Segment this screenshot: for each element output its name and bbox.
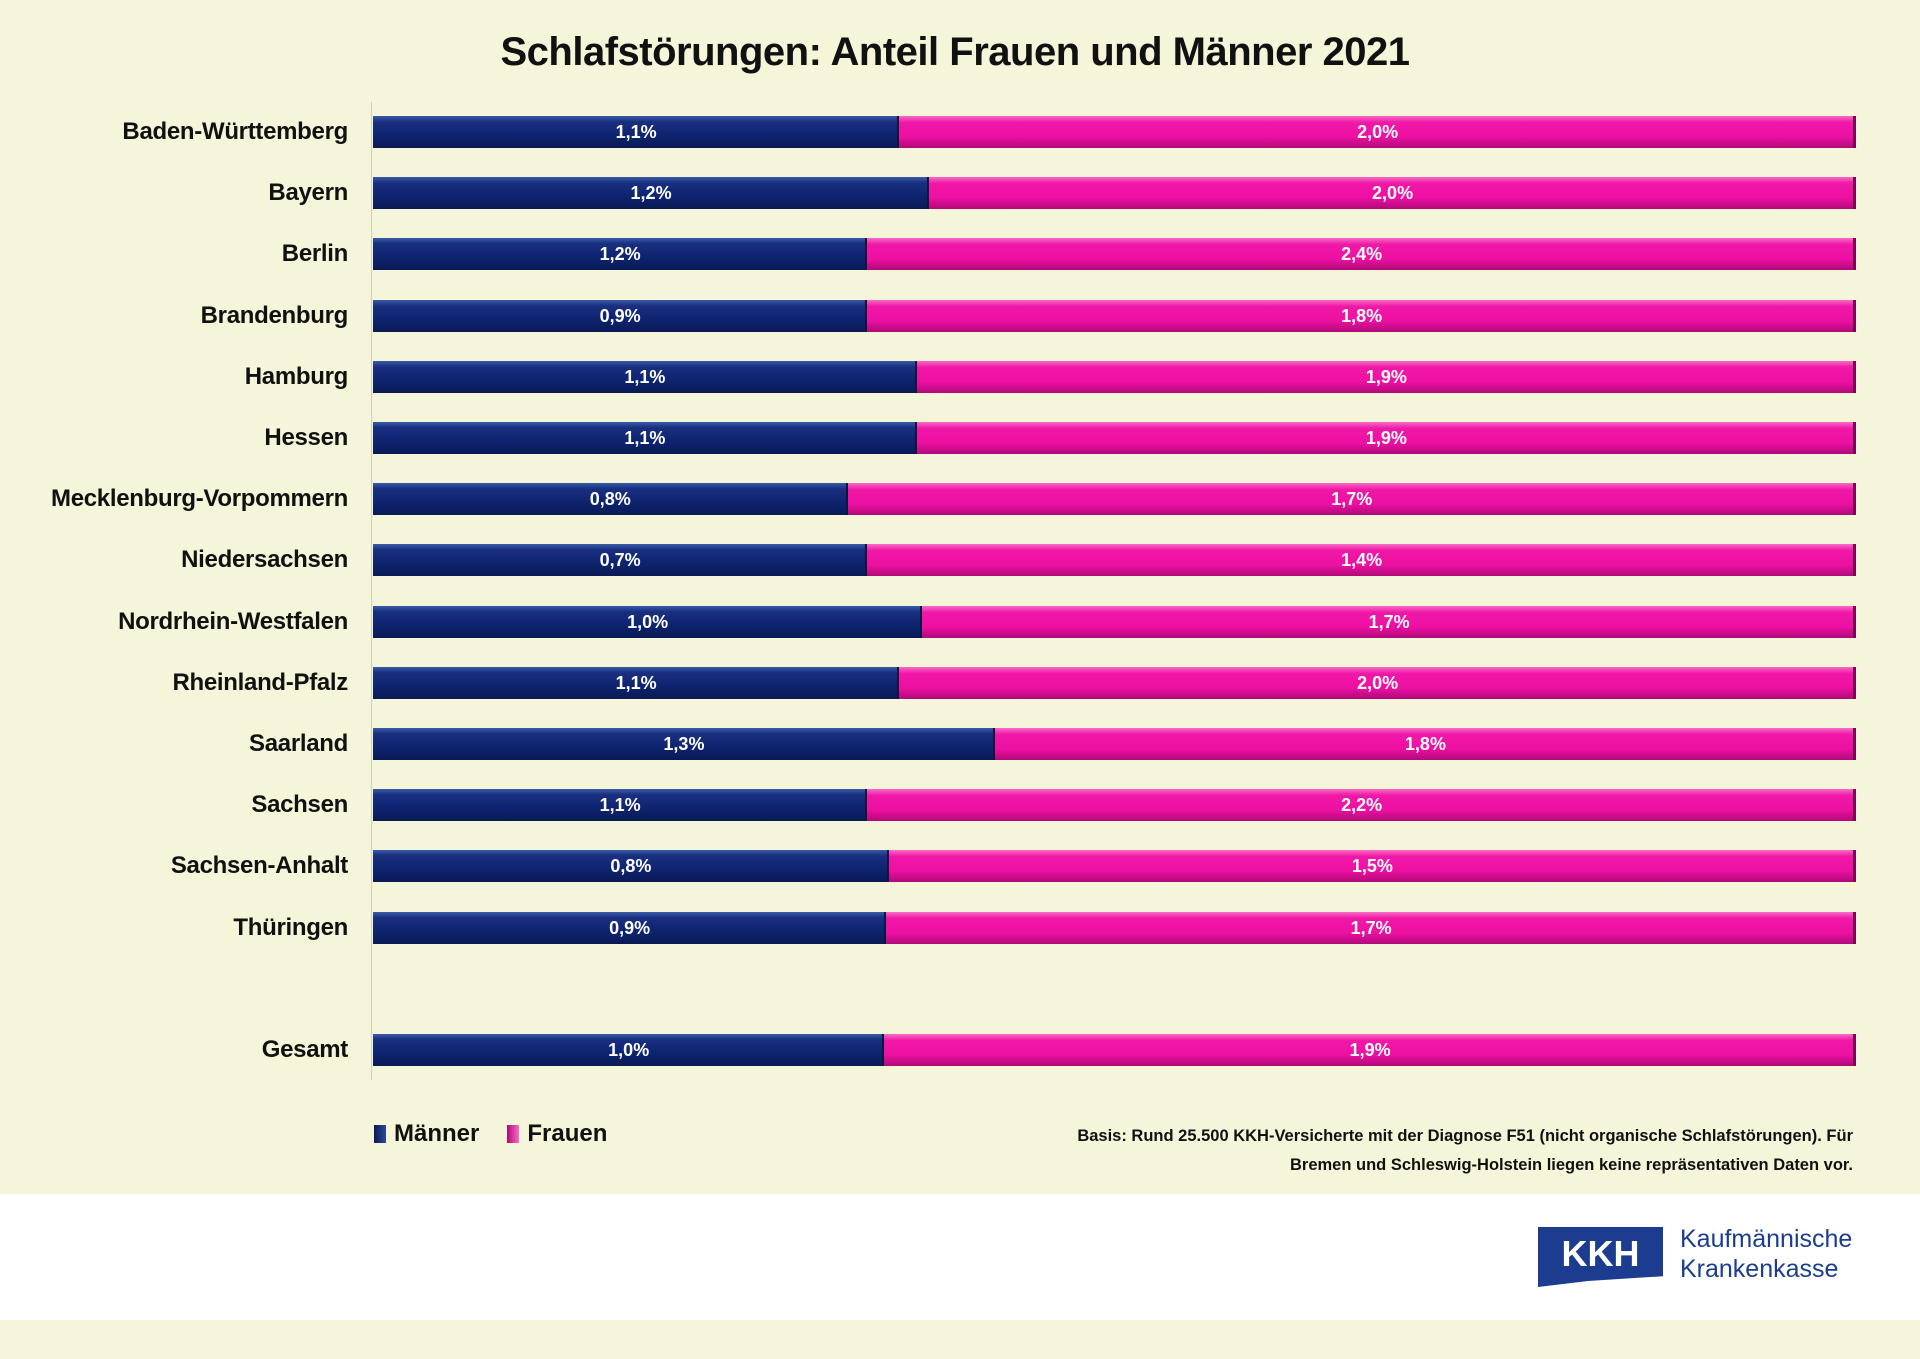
bar-maenner-rheinland-pfalz bbox=[373, 666, 900, 699]
data-label-maenner-hessen: 1,1% bbox=[624, 428, 666, 448]
data-label-maenner-th-ringen: 0,9% bbox=[609, 917, 651, 938]
brand-line-2: Krankenkasse bbox=[1680, 1255, 1839, 1283]
bar-frauen-sachsen bbox=[867, 789, 1856, 822]
bar-maenner-saarland bbox=[373, 728, 995, 760]
bar-maenner-nordrhein-westfalen bbox=[373, 605, 923, 638]
category-label-bayern: Bayern bbox=[268, 179, 348, 207]
category-label-berlin: Berlin bbox=[281, 240, 349, 268]
data-label-maenner-mecklenburg-vorpommern: 0,8% bbox=[589, 489, 631, 510]
data-label-frauen-th-ringen: 1,7% bbox=[1350, 917, 1392, 938]
data-label-maenner-sachsen-anhalt: 0,8% bbox=[610, 856, 652, 877]
chart-title: Schlafstörungen: Anteil Frauen und Männe… bbox=[500, 30, 1411, 74]
data-label-frauen-berlin: 2,4% bbox=[1341, 244, 1383, 265]
data-label-maenner-brandenburg: 0,9% bbox=[599, 305, 641, 326]
data-label-frauen-baden-w-rttemberg: 2,0% bbox=[1357, 122, 1399, 142]
category-label-sachsen: Sachsen bbox=[251, 791, 348, 819]
category-label-hamburg: Hamburg bbox=[244, 362, 349, 390]
data-label-frauen-mecklenburg-vorpommern: 1,7% bbox=[1331, 489, 1373, 510]
bar-maenner-hessen bbox=[373, 422, 917, 454]
data-label-frauen-gesamt: 1,9% bbox=[1349, 1040, 1391, 1060]
data-label-frauen-sachsen: 2,2% bbox=[1341, 795, 1383, 816]
bar-frauen-rheinland-pfalz bbox=[899, 666, 1856, 699]
bar-frauen-bayern bbox=[929, 177, 1856, 210]
bar-maenner-baden-w-rttemberg bbox=[373, 116, 900, 148]
category-label-rheinland-pfalz: Rheinland-Pfalz bbox=[172, 668, 348, 696]
footnote-line-2: Bremen und Schleswig-Holstein liegen kei… bbox=[1290, 1156, 1853, 1174]
bar-maenner-th-ringen bbox=[373, 911, 887, 944]
data-label-frauen-saarland: 1,8% bbox=[1404, 734, 1446, 754]
bar-frauen-sachsen-anhalt bbox=[888, 850, 1856, 883]
data-label-frauen-rheinland-pfalz: 2,0% bbox=[1357, 672, 1399, 693]
bar-frauen-th-ringen bbox=[886, 911, 1856, 944]
data-label-maenner-niedersachsen: 0,7% bbox=[599, 550, 641, 571]
bar-maenner-gesamt bbox=[373, 1034, 885, 1066]
data-label-frauen-nordrhein-westfalen: 1,7% bbox=[1368, 611, 1410, 632]
data-label-frauen-niedersachsen: 1,4% bbox=[1341, 550, 1383, 571]
footnote: Basis: Rund 25.500 KKH-Versicherte mit d… bbox=[853, 1122, 1853, 1180]
category-label-saarland: Saarland bbox=[249, 730, 348, 757]
category-label-baden-w-rttemberg: Baden-Württemberg bbox=[122, 118, 348, 145]
data-label-maenner-saarland: 1,3% bbox=[663, 734, 705, 754]
bar-maenner-hamburg bbox=[373, 360, 917, 393]
bar-maenner-sachsen-anhalt bbox=[373, 850, 889, 883]
legend-swatch-maenner bbox=[374, 1125, 386, 1143]
data-label-maenner-baden-w-rttemberg: 1,1% bbox=[615, 122, 657, 142]
bar-frauen-brandenburg bbox=[867, 299, 1856, 332]
data-label-frauen-brandenburg: 1,8% bbox=[1341, 305, 1383, 326]
bar-maenner-brandenburg bbox=[373, 299, 868, 332]
footnote-line-1: Basis: Rund 25.500 KKH-Versicherte mit d… bbox=[1077, 1127, 1853, 1145]
legend-swatch-frauen bbox=[507, 1125, 520, 1143]
bar-frauen-gesamt bbox=[884, 1034, 1856, 1066]
bar-frauen-hessen bbox=[916, 422, 1856, 454]
category-label-nordrhein-westfalen: Nordrhein-Westfalen bbox=[118, 607, 348, 635]
bar-maenner-bayern bbox=[373, 177, 930, 210]
y-axis-line bbox=[371, 102, 372, 1080]
category-label-th-ringen: Thüringen bbox=[233, 913, 348, 941]
bar-frauen-saarland bbox=[994, 728, 1856, 760]
data-label-frauen-hessen: 1,9% bbox=[1365, 428, 1407, 448]
category-label-gesamt: Gesamt bbox=[261, 1036, 349, 1063]
legend: Männer Frauen bbox=[374, 1120, 607, 1148]
logo-mark: KKH bbox=[1561, 1233, 1640, 1274]
category-label-brandenburg: Brandenburg bbox=[200, 301, 349, 329]
category-label-mecklenburg-vorpommern: Mecklenburg-Vorpommern bbox=[51, 485, 348, 513]
bar-maenner-niedersachsen bbox=[373, 544, 868, 577]
bar-frauen-berlin bbox=[867, 238, 1856, 271]
brand-name: Kaufmännische Krankenkasse bbox=[1680, 1224, 1852, 1284]
legend-label-maenner: Männer bbox=[394, 1120, 480, 1147]
data-label-maenner-sachsen: 1,1% bbox=[599, 795, 641, 816]
bar-frauen-niedersachsen bbox=[867, 544, 1856, 577]
bar-frauen-nordrhein-westfalen bbox=[922, 605, 1856, 638]
category-label-niedersachsen: Niedersachsen bbox=[181, 546, 348, 574]
brand-line-1: Kaufmännische bbox=[1680, 1225, 1853, 1253]
data-label-frauen-hamburg: 1,9% bbox=[1365, 366, 1407, 387]
data-label-maenner-gesamt: 1,0% bbox=[608, 1040, 650, 1060]
data-label-maenner-bayern: 1,2% bbox=[630, 183, 672, 204]
bar-frauen-mecklenburg-vorpommern bbox=[847, 483, 1856, 516]
bar-maenner-mecklenburg-vorpommern bbox=[373, 483, 848, 516]
data-label-frauen-sachsen-anhalt: 1,5% bbox=[1351, 856, 1393, 877]
data-label-maenner-hamburg: 1,1% bbox=[624, 366, 666, 387]
bar-frauen-baden-w-rttemberg bbox=[899, 116, 1856, 148]
category-label-hessen: Hessen bbox=[264, 424, 348, 451]
data-label-frauen-bayern: 2,0% bbox=[1372, 183, 1414, 204]
data-label-maenner-berlin: 1,2% bbox=[599, 244, 641, 265]
data-label-maenner-rheinland-pfalz: 1,1% bbox=[615, 672, 657, 693]
bar-maenner-berlin bbox=[373, 238, 868, 271]
category-label-sachsen-anhalt: Sachsen-Anhalt bbox=[170, 852, 348, 880]
data-label-maenner-nordrhein-westfalen: 1,0% bbox=[627, 611, 669, 632]
bar-frauen-hamburg bbox=[916, 360, 1856, 393]
kkh-logo: KKH bbox=[1538, 1227, 1663, 1287]
bar-maenner-sachsen bbox=[373, 789, 868, 822]
legend-label-frauen: Frauen bbox=[527, 1120, 608, 1147]
